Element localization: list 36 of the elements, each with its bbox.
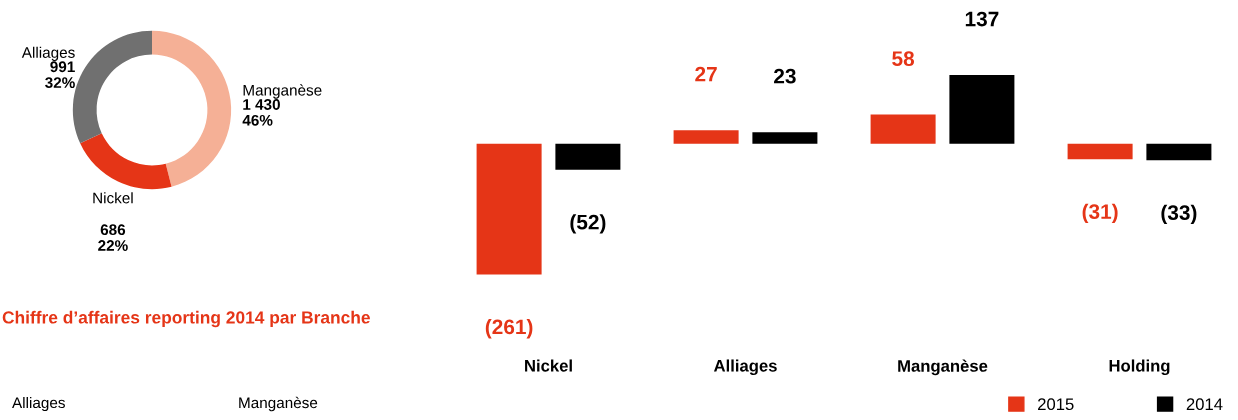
data-label: 23 <box>774 68 796 84</box>
bar <box>673 130 739 144</box>
data-label: (52) <box>570 214 606 234</box>
bar <box>870 114 936 144</box>
text: Alliages <box>12 396 65 412</box>
data-label: 137 <box>965 11 999 27</box>
data-label: 686 <box>100 224 126 236</box>
x-tick-label: Alliages <box>713 359 777 376</box>
text: 32% <box>45 77 75 89</box>
data-label: 991 <box>50 61 75 73</box>
bar <box>555 143 621 170</box>
data-label: 58 <box>892 51 915 67</box>
text: Manganèse <box>239 396 318 412</box>
x-tick-label: Nickel <box>525 359 572 372</box>
slice-label: Alliages <box>21 46 75 61</box>
bar <box>949 74 1015 144</box>
x-tick-label: Holding <box>1109 359 1170 376</box>
donut-slice <box>80 133 172 190</box>
slice-label: Nickel <box>93 192 133 204</box>
data-label: (33) <box>1161 204 1197 225</box>
legend-label: 2014 <box>1186 398 1223 411</box>
data-label: 1 430 <box>243 99 280 110</box>
x-tick-label: Manganèse <box>898 359 988 376</box>
text: 46% <box>242 114 273 126</box>
donut-slice <box>152 30 232 187</box>
bar <box>1146 143 1212 161</box>
bar <box>752 132 818 144</box>
text: Chiffre d’affaires reporting 2014 par Branche <box>2 310 370 328</box>
legend-label: 2015 <box>1038 398 1074 411</box>
data-label: 27 <box>695 66 717 82</box>
data-label: (261) <box>485 319 533 339</box>
data-label: (31) <box>1082 203 1118 224</box>
slice-label: Manganèse <box>243 84 322 99</box>
text: 22% <box>98 240 128 251</box>
bar <box>1067 143 1133 160</box>
bar <box>476 143 542 275</box>
